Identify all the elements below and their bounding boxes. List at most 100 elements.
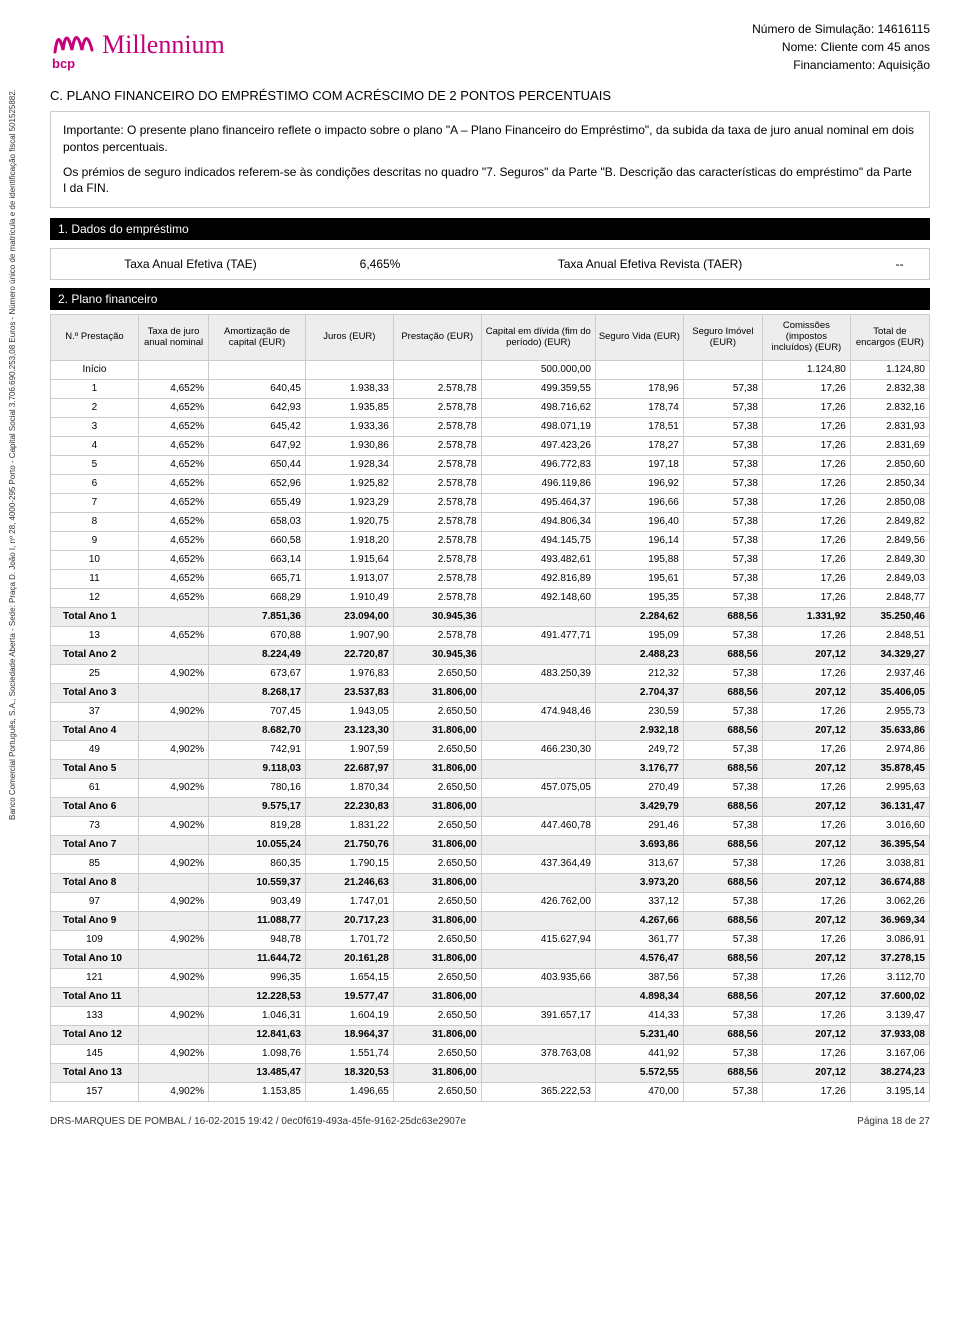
table-cell — [595, 360, 683, 379]
table-cell: 17,26 — [762, 892, 850, 911]
table-cell: 441,92 — [595, 1044, 683, 1063]
table-total-row: Total Ano 38.268,1723.537,8331.806,002.7… — [51, 683, 930, 702]
notice-p1: Importante: O presente plano financeiro … — [63, 122, 917, 156]
table-cell: 4 — [51, 436, 139, 455]
table-cell: 207,12 — [762, 911, 850, 930]
table-cell: 4.898,34 — [595, 987, 683, 1006]
table-cell: 17,26 — [762, 778, 850, 797]
table-cell: 4,652% — [138, 569, 208, 588]
table-cell — [138, 987, 208, 1006]
table-cell: 688,56 — [683, 987, 762, 1006]
table-cell: 57,38 — [683, 436, 762, 455]
table-cell — [481, 607, 595, 626]
table-cell: 37.933,08 — [850, 1025, 929, 1044]
table-cell: 3.112,70 — [850, 968, 929, 987]
table-cell: 819,28 — [209, 816, 306, 835]
table-total-row: Total Ano 911.088,7720.717,2331.806,004.… — [51, 911, 930, 930]
table-row: 1454,902%1.098,761.551,742.650,50378.763… — [51, 1044, 930, 1063]
table-header-cell: Seguro Imóvel (EUR) — [683, 315, 762, 361]
table-cell: 498.716,62 — [481, 398, 595, 417]
table-cell: 35.250,46 — [850, 607, 929, 626]
table-cell: 57,38 — [683, 1006, 762, 1025]
table-cell: 2.578,78 — [393, 626, 481, 645]
table-cell: 57,38 — [683, 455, 762, 474]
table-cell: 313,67 — [595, 854, 683, 873]
section-c-title: C. PLANO FINANCEIRO DO EMPRÉSTIMO COM AC… — [50, 88, 930, 103]
table-cell: 36.395,54 — [850, 835, 929, 854]
table-cell: 1.907,90 — [305, 626, 393, 645]
table-cell: 109 — [51, 930, 139, 949]
table-cell: 196,14 — [595, 531, 683, 550]
table-cell: 8 — [51, 512, 139, 531]
table-cell: 207,12 — [762, 1063, 850, 1082]
table-cell: 447.460,78 — [481, 816, 595, 835]
table-cell: 688,56 — [683, 873, 762, 892]
table-cell: 17,26 — [762, 379, 850, 398]
table-total-row: Total Ano 810.559,3721.246,6331.806,003.… — [51, 873, 930, 892]
table-cell: 668,29 — [209, 588, 306, 607]
table-row: 134,652%670,881.907,902.578,78491.477,71… — [51, 626, 930, 645]
table-cell — [138, 683, 208, 702]
table-cell: 17,26 — [762, 930, 850, 949]
table-cell: 2.831,93 — [850, 417, 929, 436]
logo-main: Millennium — [50, 20, 225, 58]
table-cell: Total Ano 7 — [51, 835, 139, 854]
table-cell: 31.806,00 — [393, 683, 481, 702]
table-cell: 2.937,46 — [850, 664, 929, 683]
table-cell: 4,902% — [138, 1044, 208, 1063]
table-header-cell: N.º Prestação — [51, 315, 139, 361]
table-cell — [481, 683, 595, 702]
table-cell: 4,902% — [138, 1006, 208, 1025]
table-cell — [481, 1063, 595, 1082]
table-cell: 5 — [51, 455, 139, 474]
table-cell: 31.806,00 — [393, 949, 481, 968]
table-cell: 494.806,34 — [481, 512, 595, 531]
table-cell: 3.429,79 — [595, 797, 683, 816]
table-cell — [481, 1025, 595, 1044]
table-total-row: Total Ano 69.575,1722.230,8331.806,003.4… — [51, 797, 930, 816]
table-cell: 212,32 — [595, 664, 683, 683]
table-cell: 496.119,86 — [481, 474, 595, 493]
table-cell: 493.482,61 — [481, 550, 595, 569]
table-cell: 688,56 — [683, 911, 762, 930]
table-cell: 230,59 — [595, 702, 683, 721]
table-total-row: Total Ano 1011.644,7220.161,2831.806,004… — [51, 949, 930, 968]
table-cell: 17,26 — [762, 398, 850, 417]
table-cell — [481, 987, 595, 1006]
table-cell: 1.496,65 — [305, 1082, 393, 1101]
table-cell: 3.176,77 — [595, 759, 683, 778]
table-cell: 35.878,45 — [850, 759, 929, 778]
table-cell: 647,92 — [209, 436, 306, 455]
table-cell: 1.604,19 — [305, 1006, 393, 1025]
table-total-row: Total Ano 1112.228,5319.577,4731.806,004… — [51, 987, 930, 1006]
table-cell: 660,58 — [209, 531, 306, 550]
table-cell: 1.920,75 — [305, 512, 393, 531]
table-cell: 20.161,28 — [305, 949, 393, 968]
table-cell: 2.578,78 — [393, 417, 481, 436]
table-cell: 195,35 — [595, 588, 683, 607]
header-info: Número de Simulação: 14616115 Nome: Clie… — [752, 20, 930, 74]
table-cell: 2.650,50 — [393, 778, 481, 797]
table-cell: 4,902% — [138, 1082, 208, 1101]
table-cell: 1.331,92 — [762, 607, 850, 626]
table-cell: 903,49 — [209, 892, 306, 911]
table-cell: 1.943,05 — [305, 702, 393, 721]
table-cell: Total Ano 11 — [51, 987, 139, 1006]
table-cell: 207,12 — [762, 949, 850, 968]
table-cell: 4,902% — [138, 740, 208, 759]
section-1-bar: 1. Dados do empréstimo — [50, 218, 930, 240]
table-cell: 57,38 — [683, 626, 762, 645]
table-cell — [138, 759, 208, 778]
table-cell: Total Ano 2 — [51, 645, 139, 664]
table-cell: 31.806,00 — [393, 759, 481, 778]
table-row: 64,652%652,961.925,822.578,78496.119,861… — [51, 474, 930, 493]
table-cell: 4.576,47 — [595, 949, 683, 968]
table-row: Início500.000,001.124,801.124,80 — [51, 360, 930, 379]
table-cell: 23.094,00 — [305, 607, 393, 626]
table-cell: 4,652% — [138, 550, 208, 569]
table-cell: 17,26 — [762, 626, 850, 645]
table-cell: 97 — [51, 892, 139, 911]
table-cell: 337,12 — [595, 892, 683, 911]
notice-box: Importante: O presente plano financeiro … — [50, 111, 930, 208]
table-cell: 663,14 — [209, 550, 306, 569]
